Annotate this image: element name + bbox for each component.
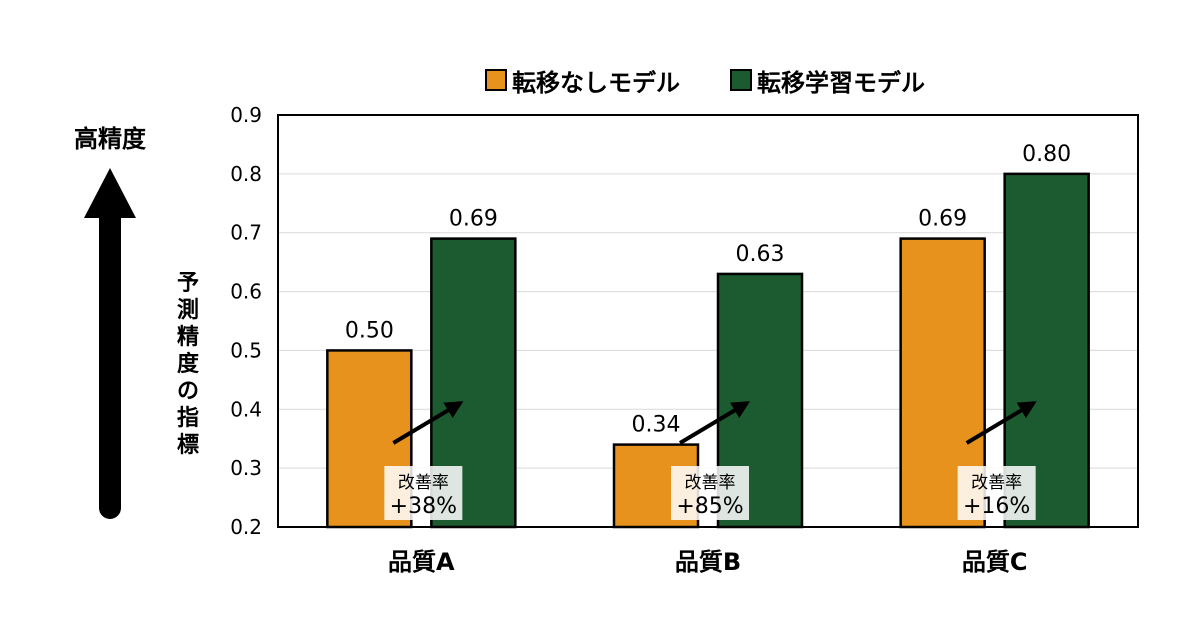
value-labels: 0.50 0.69 0.34 0.63 0.69 0.80	[345, 142, 1071, 438]
x-category-label: 品質A	[388, 548, 455, 576]
legend-swatch-transfer	[730, 69, 752, 91]
y-tick-label: 0.3	[230, 456, 262, 480]
y-tick-label: 0.6	[230, 280, 262, 304]
improvement-arrow	[965, 401, 1037, 445]
legend-label-no-transfer: 転移なしモデル	[512, 69, 680, 97]
legend-swatch-no-transfer	[485, 69, 507, 91]
value-label: 0.69	[918, 207, 967, 232]
y-tick-label: 0.5	[230, 338, 262, 362]
y-tick-label: 0.7	[230, 221, 262, 245]
y-axis-label-char: 測	[177, 298, 199, 323]
legend-label-transfer: 転移学習モデル	[757, 69, 925, 97]
improvement-title: 改善率	[398, 473, 449, 493]
x-category-label: 品質C	[962, 548, 1028, 576]
improvement-annotations: 改善率+38%改善率+85%改善率+16%	[384, 401, 1037, 520]
value-label: 0.80	[1022, 142, 1071, 167]
y-axis-label-char: 精	[177, 324, 199, 350]
value-label: 0.63	[736, 242, 785, 267]
y-tick-label: 0.4	[230, 397, 262, 421]
y-axis-label-char: 予	[177, 271, 199, 296]
improvement-arrow	[678, 401, 751, 445]
y-tick-label: 0.8	[230, 162, 262, 186]
improvement-title: 改善率	[685, 473, 736, 493]
improvement-box	[671, 466, 749, 520]
y-tick-label: 0.9	[230, 103, 262, 127]
y-axis-label-char: 指	[177, 406, 199, 431]
x-category-label: 品質B	[675, 548, 741, 576]
improvement-title: 改善率	[971, 473, 1022, 493]
plot-area-frame	[277, 114, 1139, 528]
y-axis-ticks: 0.9 0.8 0.7 0.6 0.5 0.4 0.3 0.2	[230, 103, 262, 539]
improvement-arrow	[392, 401, 464, 445]
y-axis-label-char: の	[177, 379, 199, 404]
improvement-box	[957, 466, 1036, 520]
x-axis-categories: 品質A 品質B 品質C	[388, 548, 1027, 576]
high-accuracy-label: 高精度	[74, 125, 147, 153]
improvement-value: +16%	[963, 494, 1030, 519]
up-arrow-icon	[84, 168, 136, 519]
value-label: 0.34	[632, 413, 681, 438]
improvement-value: +85%	[676, 494, 743, 519]
y-tick-label: 0.2	[230, 515, 262, 539]
value-label: 0.69	[449, 207, 498, 232]
y-axis-label-char: 標	[177, 433, 199, 458]
value-label: 0.50	[345, 318, 394, 343]
y-axis-label-char: 度	[177, 351, 200, 377]
legend: 転移なしモデル 転移学習モデル	[485, 69, 925, 97]
improvement-box	[384, 466, 463, 520]
improvement-value: +38%	[390, 494, 457, 519]
